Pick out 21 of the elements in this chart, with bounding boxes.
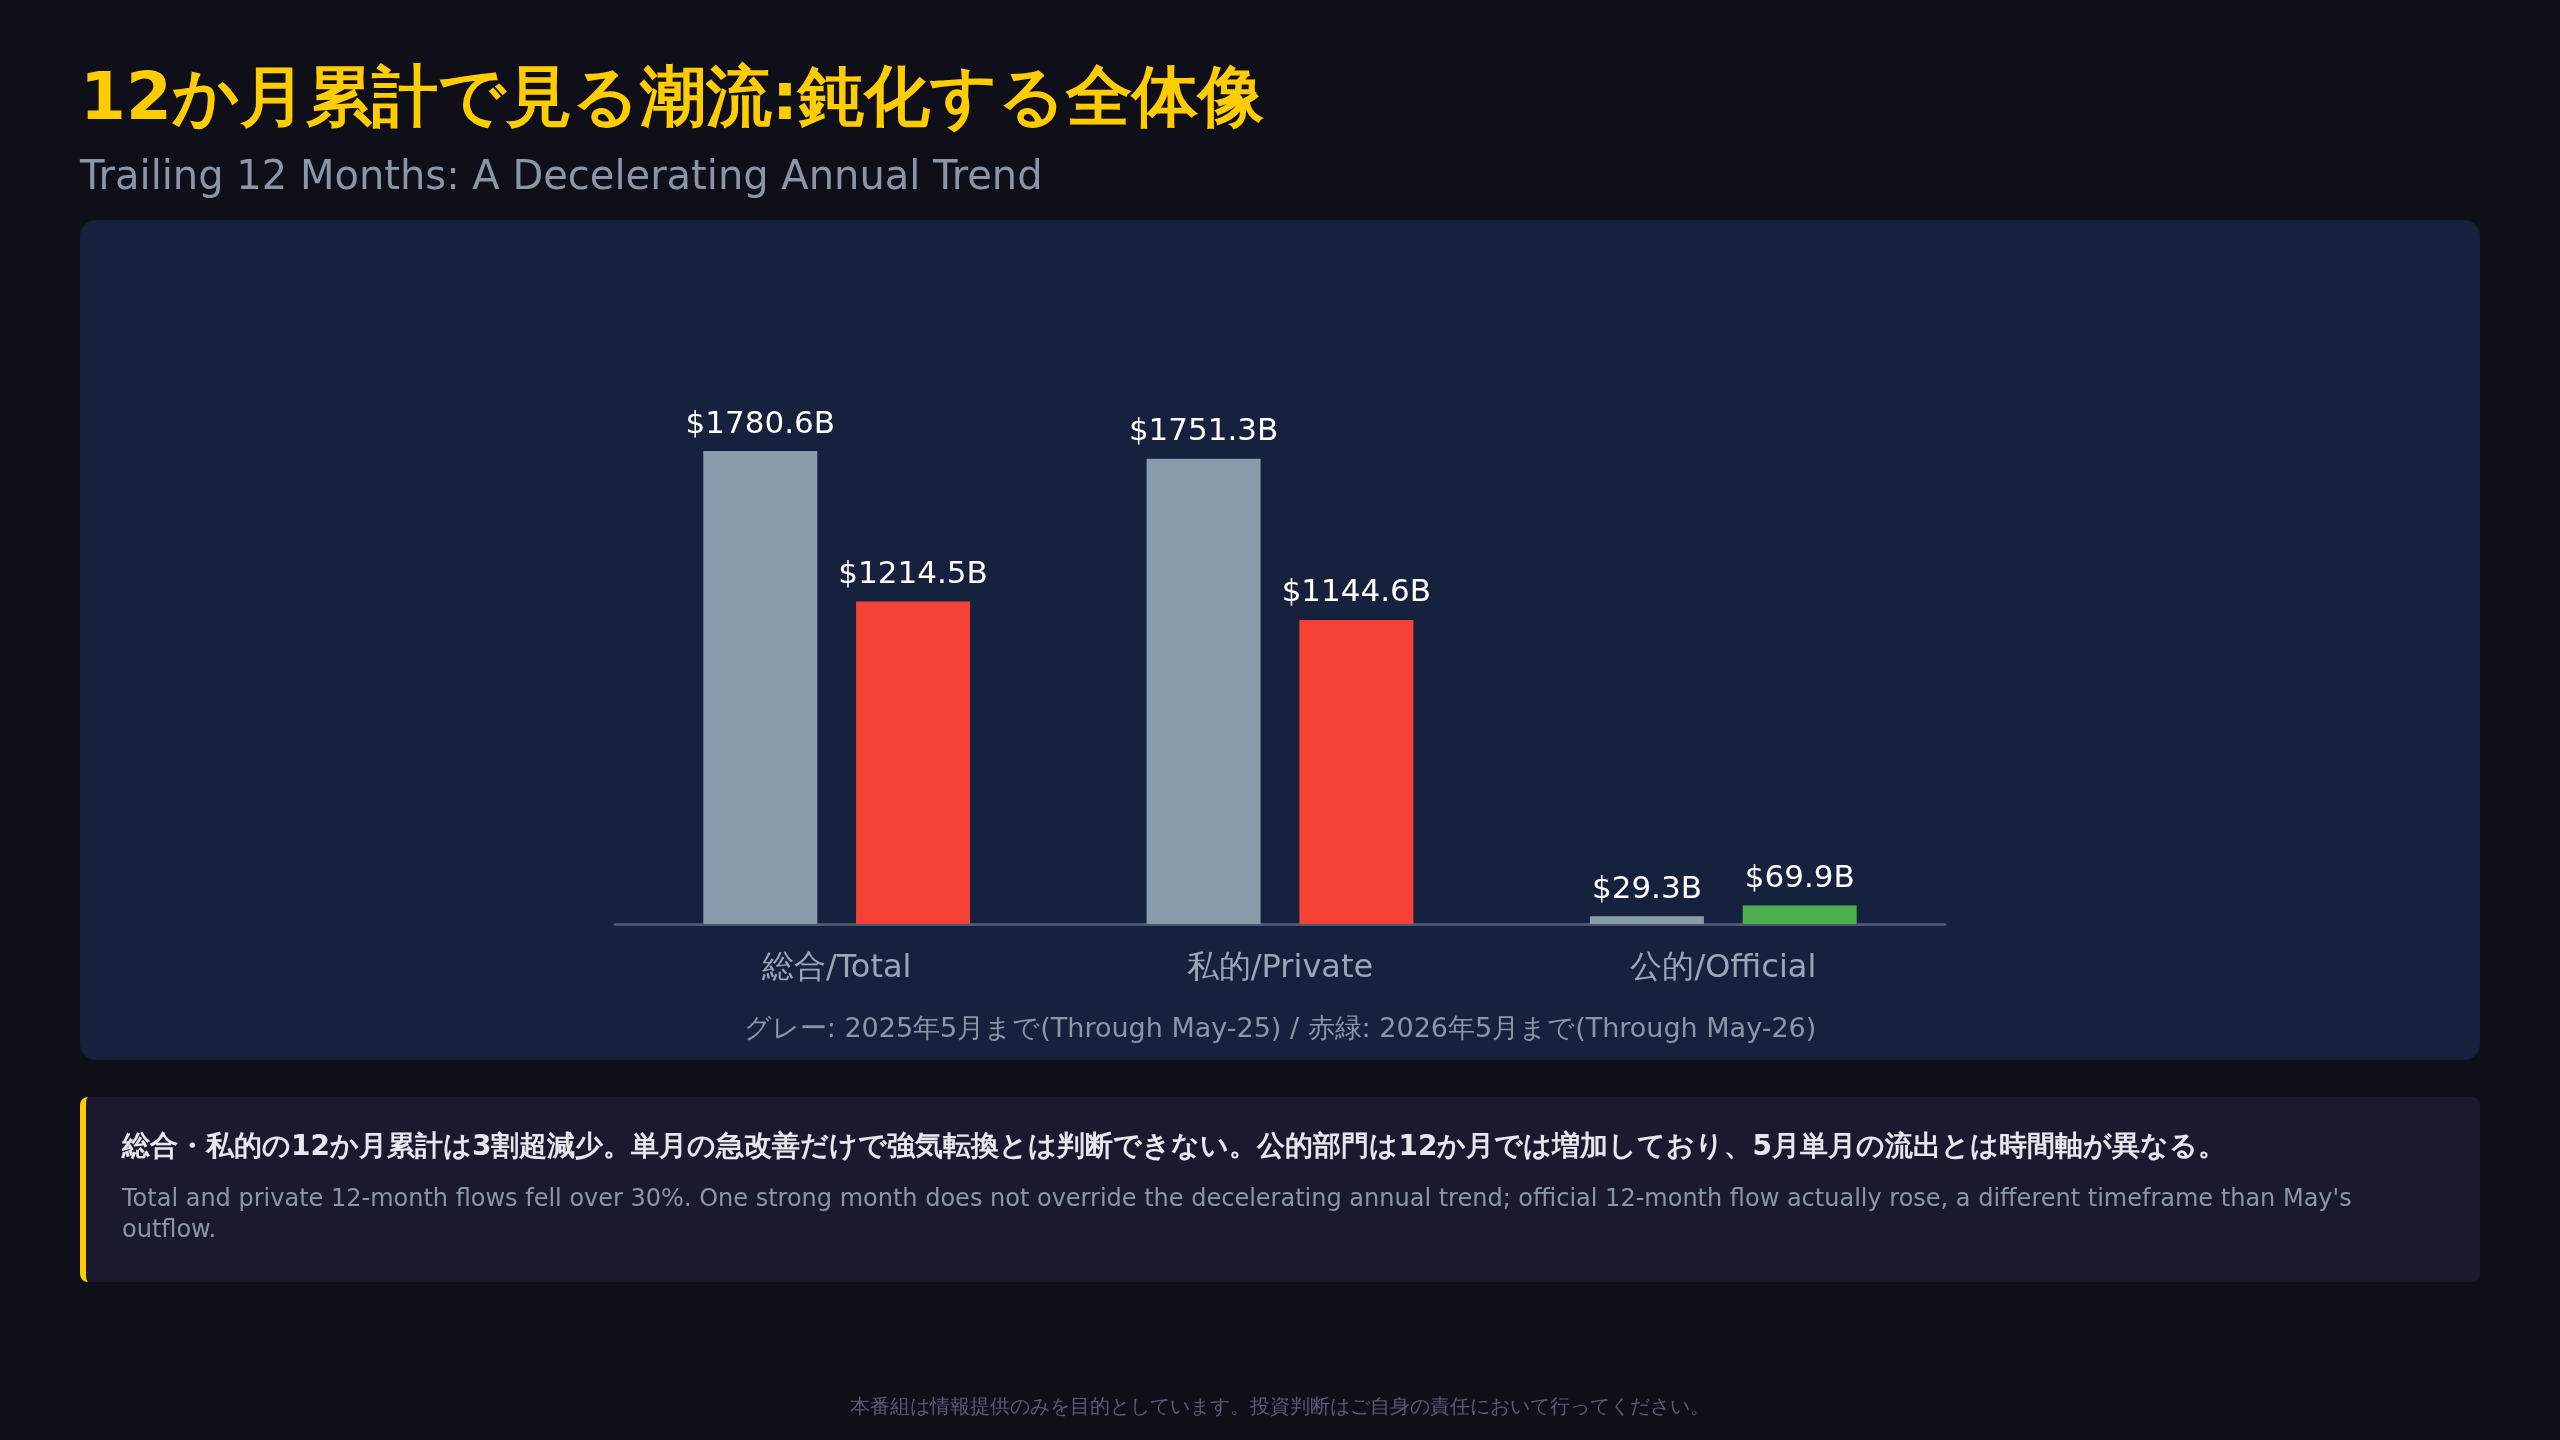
text: Total and private 12-month flows fell over 30%. One strong month does not override the decelerating annual trend; official 12-month flow actually rose, a different timeframe than May's outflow. — [122, 1183, 2353, 1246]
bar — [1146, 458, 1261, 924]
data-label: $1751.3B — [1128, 411, 1279, 448]
x-tick-label: 私的/Private — [1186, 947, 1374, 985]
text: 本番組は情報提供のみを目的としています。投資判断はご自身の責任において行ってください。 — [849, 1393, 1711, 1420]
text: 総合・私的の12か月累計は3割超減少。単月の急改善だけで強気転換とは判断できない。公的部門は12か月では増加しており、5月単月の流出とは時間軸が異なる。 — [122, 1128, 2227, 1164]
bar — [1742, 905, 1857, 924]
bar — [856, 601, 971, 924]
chart-title: 12か月累計で見る潮流:鈍化する全体像 — [80, 57, 1265, 137]
chart-subtitle: Trailing 12 Months: A Decelerating Annual Trend — [80, 152, 1043, 198]
bar — [1299, 619, 1414, 924]
data-label: $1780.6B — [685, 403, 836, 440]
text: グレー: 2025年5月まで(Through May-25) / 赤緑: 2026年5月まで(Through May-26) — [742, 1011, 1818, 1045]
bar — [703, 451, 818, 924]
data-label: $69.9B — [1744, 857, 1855, 894]
x-tick-label: 総合/Total — [760, 947, 912, 985]
data-label: $1144.6B — [1281, 572, 1432, 609]
data-label: $1214.5B — [838, 553, 988, 590]
bar — [1589, 916, 1704, 924]
x-tick-label: 公的/Official — [1630, 947, 1817, 985]
data-label: $29.3B — [1591, 868, 1702, 905]
